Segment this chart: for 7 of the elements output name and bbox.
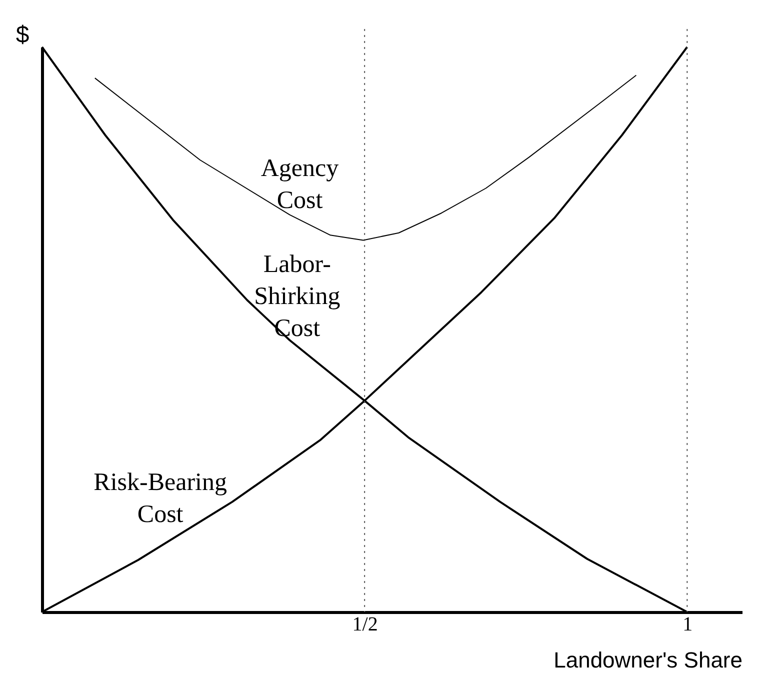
x-tick-label: 1 — [682, 614, 693, 636]
series-label: Agency Cost — [260, 154, 340, 214]
x-axis-title: Landowner's Share — [554, 648, 742, 672]
series-label: Labor- Shirking Cost — [254, 251, 341, 342]
y-axis-title: $ — [16, 22, 30, 48]
x-tick-label: 1/2 — [352, 614, 378, 636]
series-label: Risk-Bearing Cost — [94, 468, 228, 528]
